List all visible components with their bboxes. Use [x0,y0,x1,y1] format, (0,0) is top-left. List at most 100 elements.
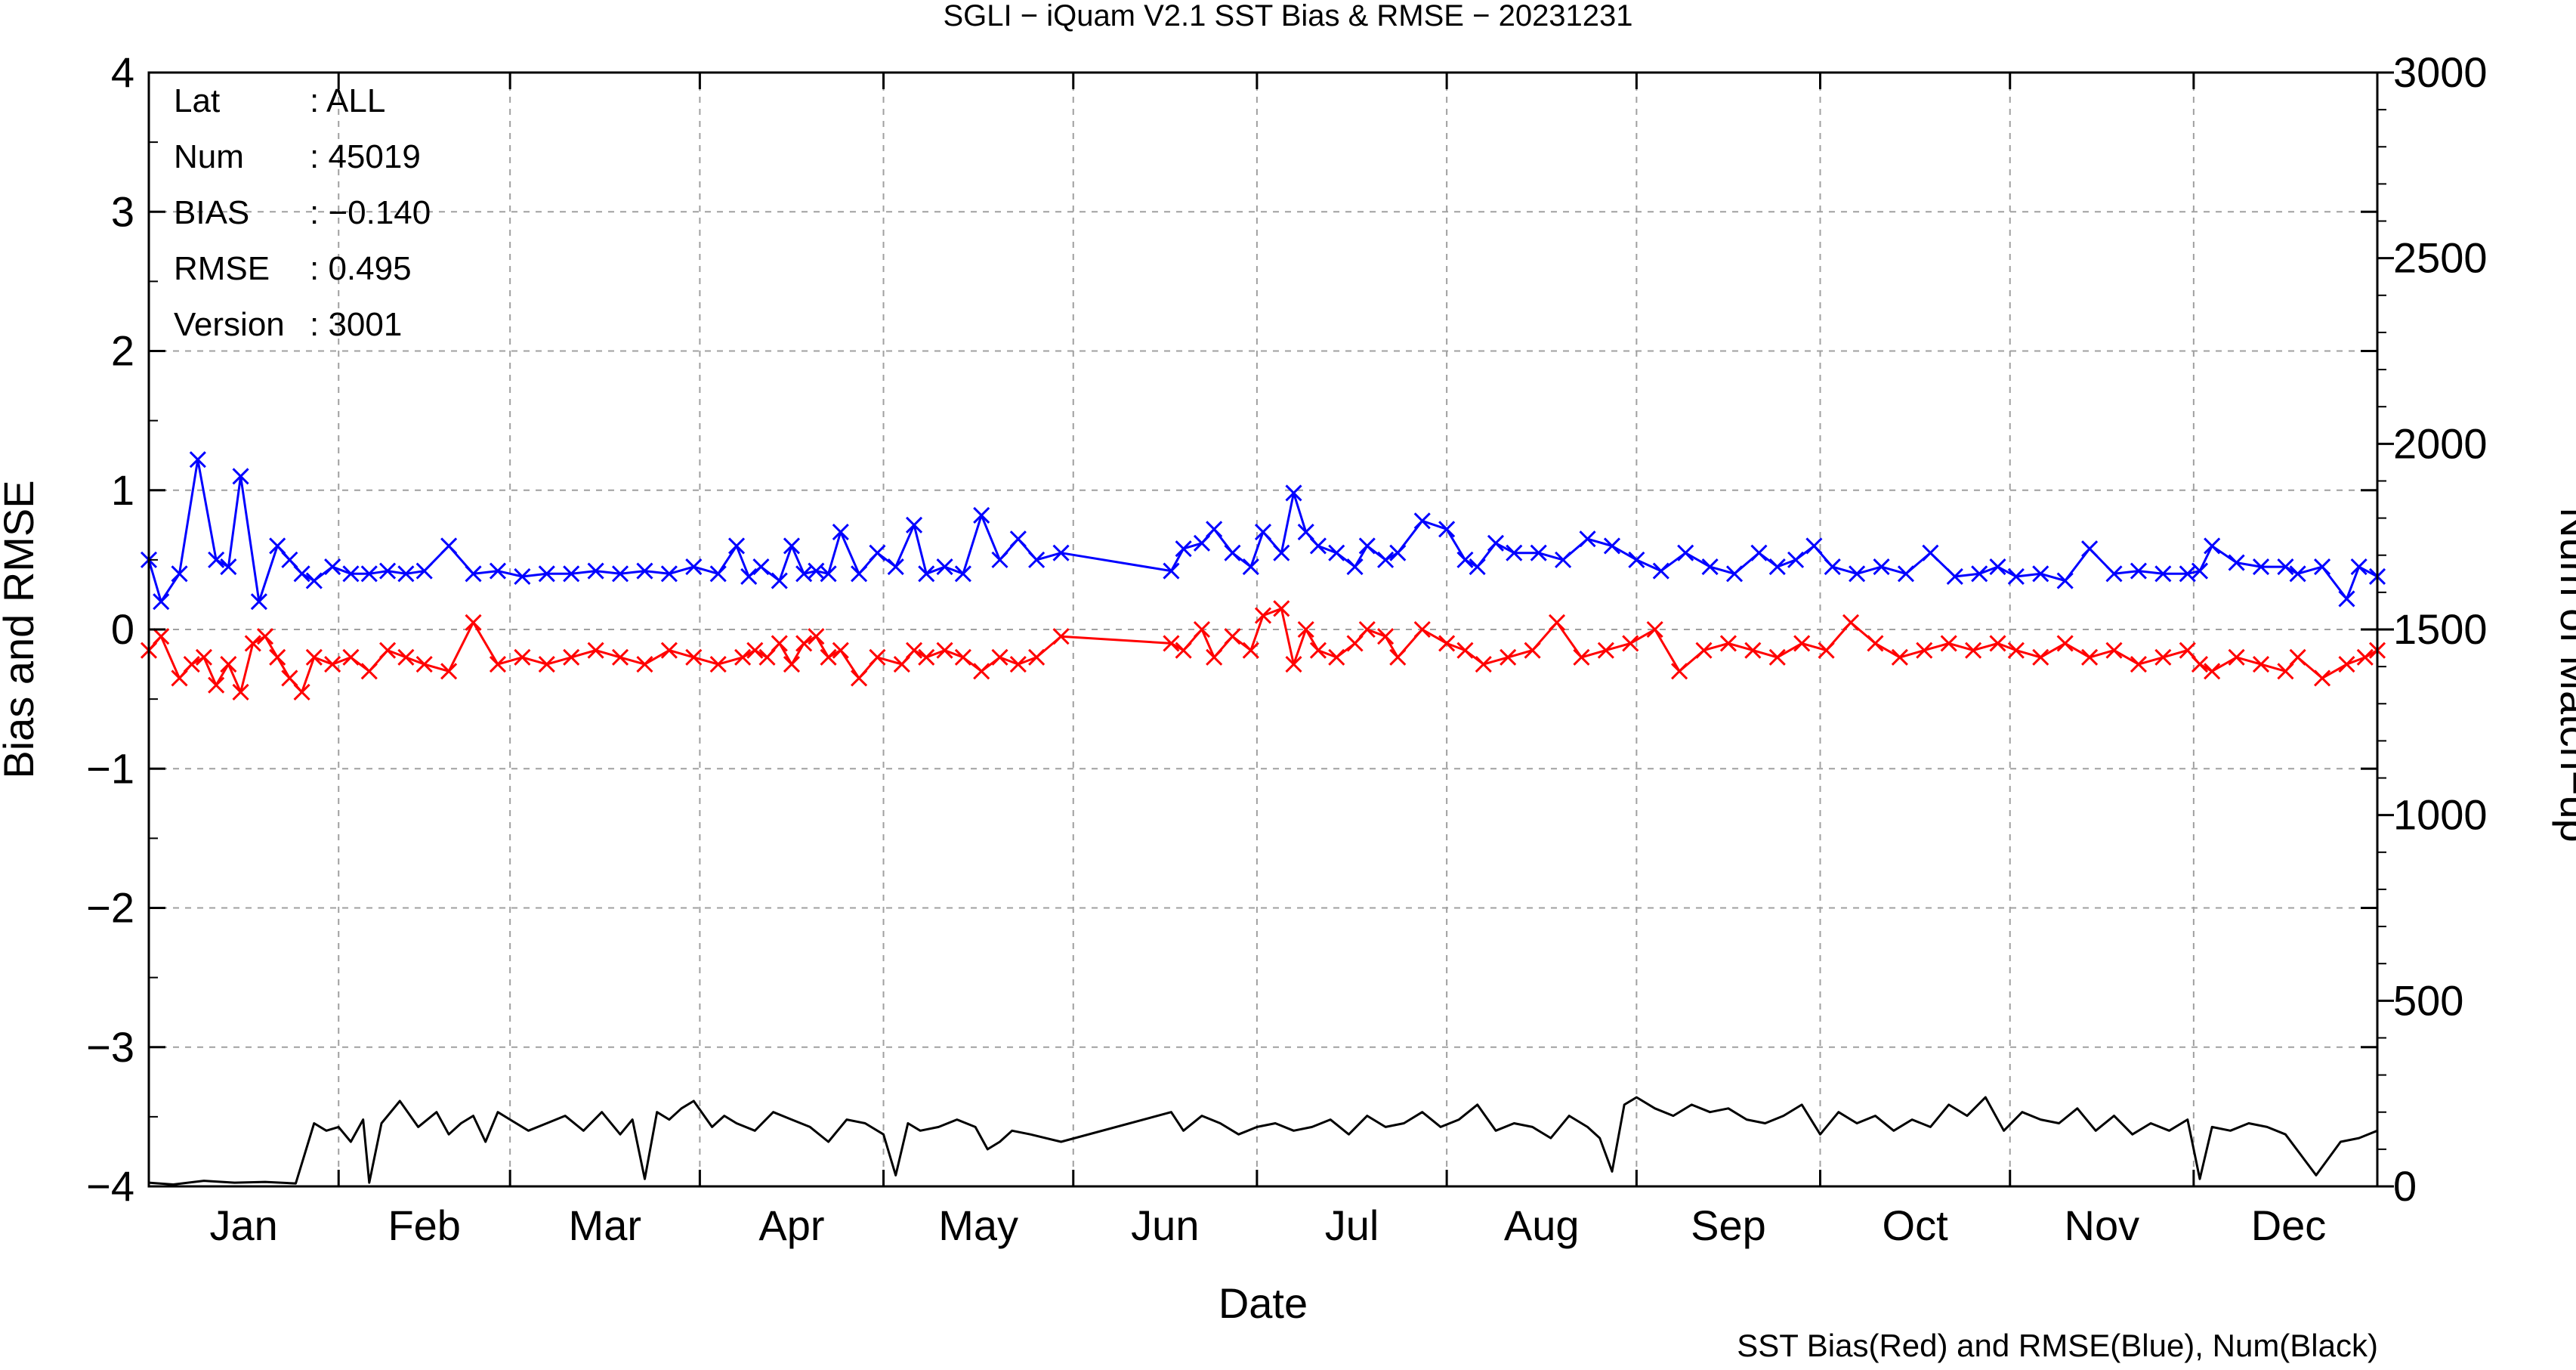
series-rmse-marker [991,551,1008,568]
series-rmse-marker [954,565,971,583]
series-bias-marker [2154,648,2172,666]
x-month-label: May [938,1201,1018,1249]
series-bias-marker [440,663,458,680]
series-rmse-marker [1028,551,1046,568]
x-month-label: Feb [388,1201,461,1249]
series-rmse-marker [281,551,298,568]
series-bias-marker [869,648,886,666]
series-rmse-marker [2154,565,2172,583]
x-month-label: Mar [569,1201,641,1249]
series-bias-marker [1273,600,1290,617]
series-rmse-marker [936,558,953,576]
series-rmse-marker [1628,551,1645,568]
series-rmse-marker [2130,562,2147,580]
series-rmse-marker [465,565,482,583]
series-rmse-marker [727,537,746,555]
x-month-label: Jun [1131,1201,1199,1249]
series-bias-marker [1206,648,1223,666]
series-rmse-marker [1530,544,1547,561]
series-num-line [148,1096,2378,1186]
series-bias-marker [2252,656,2270,673]
stat-value: : −0.140 [310,194,431,231]
series-bias-marker [1916,642,1933,659]
series-rmse-marker [1377,551,1395,568]
series-bias-marker [1867,635,1884,652]
series-rmse-marker [587,562,604,580]
series-bias-marker [1989,635,2006,652]
series-rmse-marker [293,565,310,583]
series-rmse-marker [1805,537,1823,555]
series-bias-marker [1193,620,1211,639]
series-bias-marker [514,648,531,666]
series-rmse-marker [514,567,531,586]
series-bias-marker [2228,648,2245,666]
series-rmse-marker [1971,565,1988,583]
series-bias-marker [636,656,653,673]
series-rmse-marker [1652,562,1669,580]
series-bias-marker [1377,628,1395,645]
series-bias-marker [153,628,170,645]
series-rmse-marker [918,565,935,583]
series-rmse-marker [1052,544,1070,561]
series-bias-marker [2007,642,2025,659]
series-bias-line [147,607,2378,694]
series-bias-marker [734,648,752,666]
series-bias-marker [758,648,776,666]
series-rmse-marker [2032,565,2049,583]
left-tick-label: 4 [111,48,134,96]
series-bias-marker [465,614,482,631]
stat-key: Num [174,138,244,175]
series-bias-marker [1254,607,1272,624]
series-bias-marker [171,670,188,687]
series-rmse-marker [973,506,990,524]
series-rmse-marker [2313,558,2331,576]
series-rmse-marker [1254,523,1272,541]
series-rmse-marker [636,562,653,580]
series-rmse-marker [232,468,249,485]
series-rmse-marker [1579,530,1596,548]
series-rmse-marker [1677,544,1694,561]
series-rmse-marker [887,558,904,576]
series-bias-marker [208,676,225,694]
series-rmse-marker [2007,567,2025,586]
series-bias-marker [1175,642,1192,659]
series-rmse-marker [360,565,378,583]
series-rmse-marker [269,537,286,555]
series-bias-marker [1671,663,1688,680]
series-bias-marker [415,656,433,673]
series-num [148,1096,2378,1186]
left-tick-label: 0 [111,605,134,653]
x-month-label: Sep [1691,1201,1766,1249]
series-rmse-marker [660,565,678,583]
series-rmse-marker [171,565,188,583]
stat-value: : 45019 [310,138,421,175]
right-axis: 3000 2500 2000 1500 1000 500 0 [2377,48,2488,1210]
series-rmse-marker [415,562,433,580]
series-bias-marker [1163,635,1180,652]
series-rmse-marker [2338,590,2355,608]
x-month-label: Oct [1883,1201,1949,1249]
series-bias-marker [832,642,849,659]
series-rmse-marker [851,565,868,583]
series-bias-marker [2032,648,2049,666]
series-rmse-marker [208,551,225,568]
grid-lines [149,73,2377,1186]
series-rmse-marker [1897,565,1915,583]
series-rmse-marker [709,565,727,583]
series-bias-marker [587,642,604,659]
series-rmse-marker [832,523,849,541]
series-bias-marker [1475,656,1492,673]
series-rmse-marker [869,544,886,561]
series-bias-marker [489,656,507,673]
stat-key: RMSE [174,250,270,287]
x-axis: Jan Feb Mar Apr May Jun Jul Aug Sep Oct Nov Dec [209,73,2326,1249]
series-rmse-marker [1413,512,1431,530]
series-rmse-marker [1922,544,1939,561]
series-bias-marker [1965,642,1982,659]
x-month-label: Nov [2065,1201,2140,1249]
stat-key: Version [174,306,285,343]
series-bias-marker [1524,642,1541,659]
stat-key: BIAS [174,194,249,231]
series-rmse-marker [1989,558,2006,576]
